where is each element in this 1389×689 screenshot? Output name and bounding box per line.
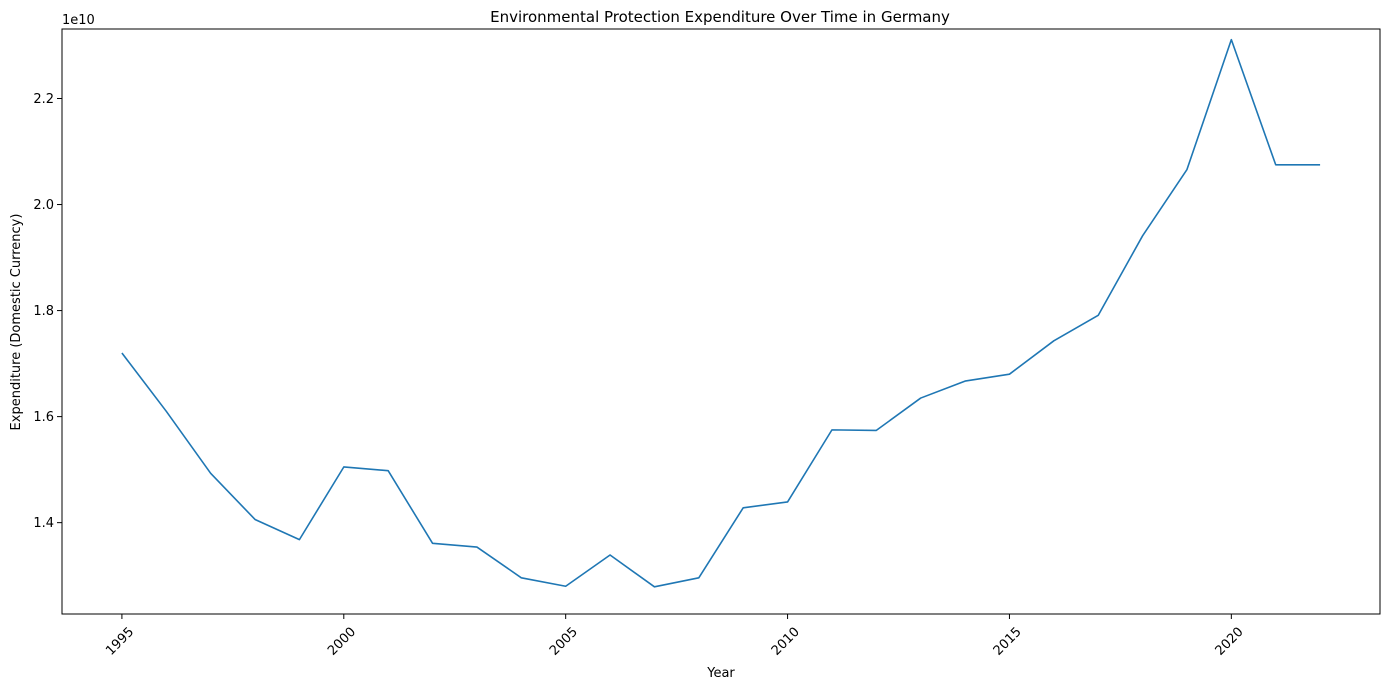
y-axis-offset-label: 1e10	[62, 13, 95, 28]
x-axis-label: Year	[706, 666, 735, 681]
y-tick-label: 1.4	[33, 516, 54, 531]
x-tick-label: 2000	[325, 625, 359, 659]
y-tick-label: 2.2	[33, 92, 54, 107]
x-tick-label: 2020	[1213, 625, 1247, 659]
x-axis-ticks: 1995 2000 2005 2010 2015 2020	[103, 614, 1247, 659]
chart-title: Environmental Protection Expenditure Ove…	[490, 8, 950, 26]
x-tick-label: 2015	[991, 625, 1025, 659]
y-tick-label: 1.6	[33, 410, 54, 425]
y-tick-label: 2.0	[33, 198, 54, 213]
y-tick-label: 1.8	[33, 304, 54, 319]
series-line	[121, 38, 1321, 588]
x-tick-label: 1995	[103, 625, 137, 659]
x-tick-label: 2010	[769, 625, 803, 659]
x-tick-label: 2005	[547, 625, 581, 659]
plot-area	[121, 38, 1321, 588]
y-axis-label: Expenditure (Domestic Currency)	[9, 214, 24, 431]
axes-frame	[61, 28, 1381, 615]
y-axis-ticks: 1.4 1.6 1.8 2.0 2.2	[33, 92, 62, 531]
